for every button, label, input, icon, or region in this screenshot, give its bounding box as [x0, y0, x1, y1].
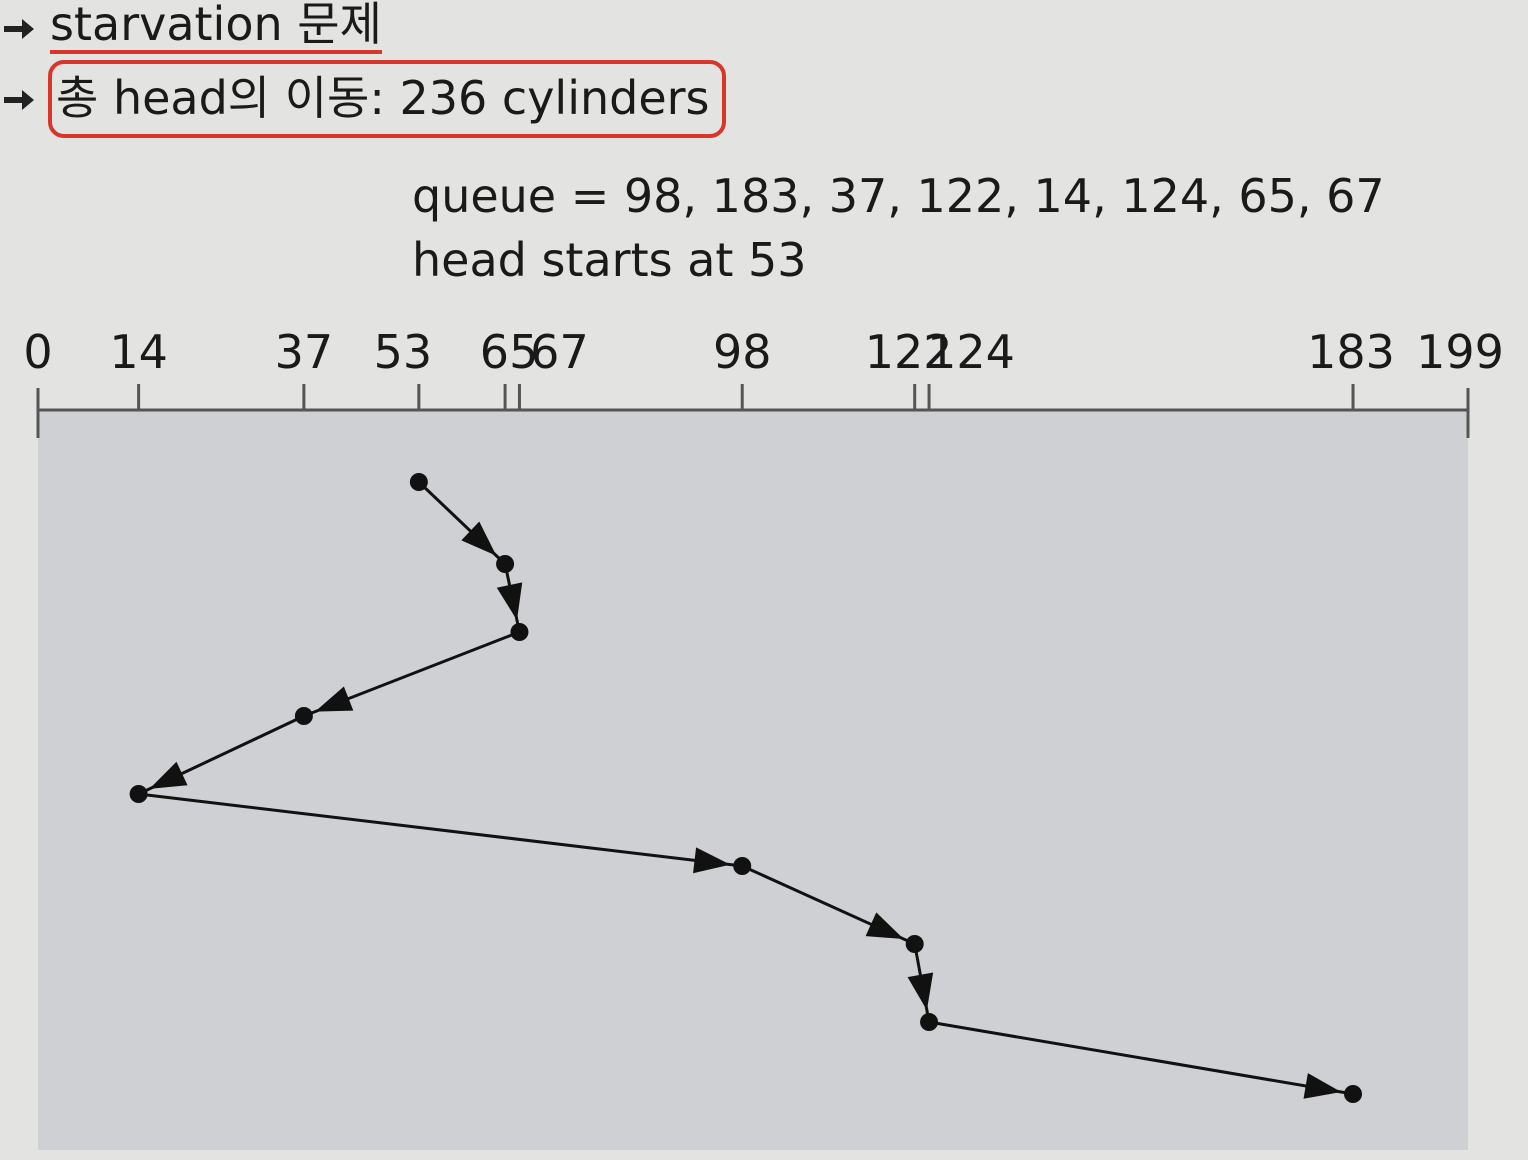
path-arrowhead	[907, 972, 934, 1011]
path-arrowhead	[149, 761, 188, 789]
path-arrowhead	[496, 582, 523, 621]
tick-label: 0	[23, 325, 52, 379]
path-point	[733, 857, 752, 875]
tick-label: 124	[927, 325, 1015, 379]
tick-label: 122	[865, 325, 953, 379]
tick-label: 67	[530, 325, 589, 379]
path-point	[920, 1013, 939, 1031]
total-head-movement-highlight: 총 head의 이동: 236 cylinders	[48, 60, 726, 138]
tick-label: 14	[109, 325, 168, 379]
tick-label: 65	[480, 325, 539, 379]
starvation-problem-text: starvation 문제	[50, 0, 382, 54]
plot-area	[38, 410, 1468, 1150]
arrow-bullet-icon	[4, 90, 34, 110]
path-arrowhead	[461, 521, 497, 556]
tick-label: 37	[275, 325, 334, 379]
path-point	[905, 935, 924, 953]
path-arrowhead	[315, 686, 354, 712]
head-start-description: head starts at 53	[412, 233, 807, 287]
path-arrowhead	[1303, 1073, 1342, 1099]
path-point	[510, 623, 529, 641]
path-point	[294, 707, 313, 725]
bullet-starvation: starvation 문제	[0, 0, 382, 56]
path-point	[409, 473, 428, 491]
bullet-total-movement: 총 head의 이동: 236 cylinders	[0, 60, 726, 138]
path-point	[129, 785, 148, 803]
tick-label: 53	[374, 325, 433, 379]
arrow-bullet-icon	[4, 19, 34, 39]
tick-label: 199	[1416, 325, 1504, 379]
tick-label: 98	[713, 325, 772, 379]
head-path	[129, 473, 1363, 1103]
path-segment	[138, 792, 743, 868]
path-segment	[928, 1020, 1354, 1096]
path-arrowhead	[865, 912, 904, 940]
path-point	[1344, 1085, 1363, 1103]
queue-description: queue = 98, 183, 37, 122, 14, 124, 65, 6…	[412, 169, 1385, 223]
path-point	[496, 555, 515, 573]
tick-label: 183	[1307, 325, 1395, 379]
path-arrowhead	[693, 847, 731, 874]
